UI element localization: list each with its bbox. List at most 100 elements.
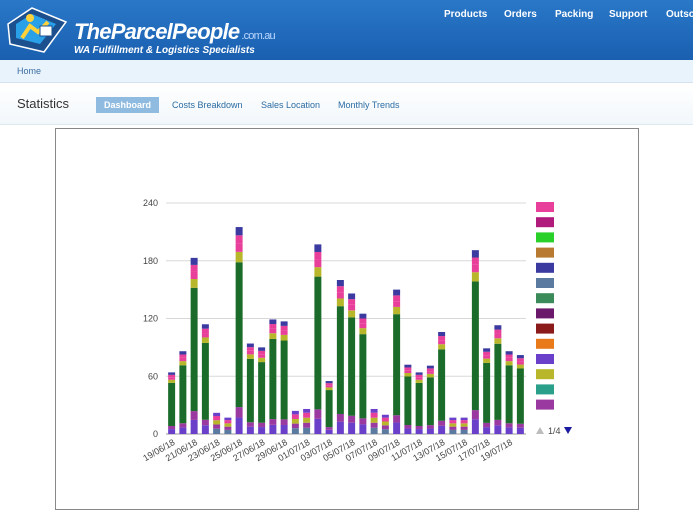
bar-segment[interactable] (404, 428, 412, 434)
bar-segment[interactable] (168, 382, 176, 426)
bar-segment[interactable] (258, 362, 266, 423)
bar-segment[interactable] (235, 407, 243, 418)
bar-segment[interactable] (179, 351, 187, 355)
bar-segment[interactable] (494, 425, 502, 434)
bar-segment[interactable] (370, 427, 378, 434)
bar-segment[interactable] (168, 379, 176, 383)
bar-segment[interactable] (359, 323, 367, 329)
bar-segment[interactable] (516, 368, 524, 424)
bar-segment[interactable] (190, 271, 198, 279)
bar-segment[interactable] (505, 423, 513, 428)
bar-segment[interactable] (404, 364, 412, 368)
bar-segment[interactable] (213, 420, 221, 425)
bar-segment[interactable] (201, 324, 209, 329)
bar-segment[interactable] (471, 419, 479, 434)
bar-segment[interactable] (201, 337, 209, 343)
bar-segment[interactable] (426, 428, 434, 434)
bar-segment[interactable] (438, 420, 446, 426)
legend-next-page-icon[interactable] (564, 427, 572, 434)
bar-segment[interactable] (336, 421, 344, 434)
bar-segment[interactable] (314, 259, 322, 268)
bar-segment[interactable] (449, 429, 457, 434)
bar-segment[interactable] (348, 293, 356, 300)
bar-segment[interactable] (438, 425, 446, 434)
nav-support[interactable]: Support (609, 9, 648, 20)
bar-segment[interactable] (404, 376, 412, 425)
bar-segment[interactable] (348, 415, 356, 423)
bar-segment[interactable] (494, 325, 502, 330)
bar-segment[interactable] (505, 365, 513, 424)
bar-segment[interactable] (269, 328, 277, 334)
bar-segment[interactable] (280, 330, 288, 335)
legend-swatch[interactable] (536, 369, 554, 380)
bar-segment[interactable] (246, 350, 254, 355)
bar-segment[interactable] (415, 425, 423, 430)
legend-swatch[interactable] (536, 232, 554, 243)
bar-segment[interactable] (303, 412, 311, 418)
bar-segment[interactable] (494, 329, 502, 334)
bar-segment[interactable] (235, 262, 243, 408)
bar-segment[interactable] (471, 250, 479, 258)
bar-segment[interactable] (516, 423, 524, 428)
bar-segment[interactable] (314, 409, 322, 419)
bar-segment[interactable] (269, 424, 277, 434)
bar-segment[interactable] (258, 427, 266, 434)
bar-segment[interactable] (381, 429, 389, 434)
legend-prev-page-icon[interactable] (536, 427, 544, 434)
bar-segment[interactable] (471, 272, 479, 282)
bar-segment[interactable] (224, 423, 232, 427)
bar-segment[interactable] (359, 424, 367, 434)
bar-segment[interactable] (201, 328, 209, 334)
bar-segment[interactable] (449, 426, 457, 430)
bar-segment[interactable] (201, 342, 209, 420)
bar-segment[interactable] (235, 227, 243, 236)
bar-segment[interactable] (483, 422, 491, 428)
bar-segment[interactable] (393, 301, 401, 307)
bar-segment[interactable] (348, 317, 356, 416)
bar-segment[interactable] (280, 321, 288, 326)
bar-segment[interactable] (179, 423, 187, 428)
bar-segment[interactable] (494, 338, 502, 344)
bar-segment[interactable] (415, 379, 423, 383)
legend-swatch[interactable] (536, 308, 554, 319)
bar-segment[interactable] (325, 383, 333, 386)
bar-segment[interactable] (314, 276, 322, 410)
bar-segment[interactable] (393, 422, 401, 434)
legend-swatch[interactable] (536, 399, 554, 410)
bar-segment[interactable] (201, 425, 209, 434)
bar-segment[interactable] (393, 314, 401, 416)
bar-segment[interactable] (460, 426, 468, 430)
bar-segment[interactable] (291, 410, 299, 415)
bar-segment[interactable] (483, 358, 491, 363)
bar-segment[interactable] (426, 377, 434, 426)
tab-dashboard[interactable]: Dashboard (96, 97, 160, 113)
bar-segment[interactable] (370, 408, 378, 413)
bar-segment[interactable] (381, 414, 389, 418)
bar-segment[interactable] (516, 358, 524, 362)
bar-segment[interactable] (381, 421, 389, 426)
bar-segment[interactable] (381, 425, 389, 430)
bar-segment[interactable] (359, 318, 367, 324)
bar-segment[interactable] (314, 244, 322, 252)
bar-segment[interactable] (258, 357, 266, 363)
legend-swatch[interactable] (536, 278, 554, 288)
bar-segment[interactable] (246, 347, 254, 351)
bar-segment[interactable] (269, 419, 277, 425)
bar-segment[interactable] (190, 278, 198, 288)
bar-segment[interactable] (258, 347, 266, 351)
bar-segment[interactable] (303, 427, 311, 434)
bar-segment[interactable] (190, 287, 198, 412)
bar-segment[interactable] (438, 336, 446, 341)
bar-segment[interactable] (325, 390, 333, 428)
bar-segment[interactable] (404, 367, 412, 371)
bar-segment[interactable] (336, 298, 344, 307)
legend-swatch[interactable] (536, 293, 554, 304)
bar-segment[interactable] (370, 422, 378, 428)
bar-segment[interactable] (190, 411, 198, 420)
bar-segment[interactable] (291, 414, 299, 419)
bar-segment[interactable] (303, 408, 311, 413)
bar-segment[interactable] (179, 357, 187, 362)
bar-segment[interactable] (213, 424, 221, 429)
bar-segment[interactable] (269, 319, 277, 325)
bar-segment[interactable] (404, 424, 412, 429)
